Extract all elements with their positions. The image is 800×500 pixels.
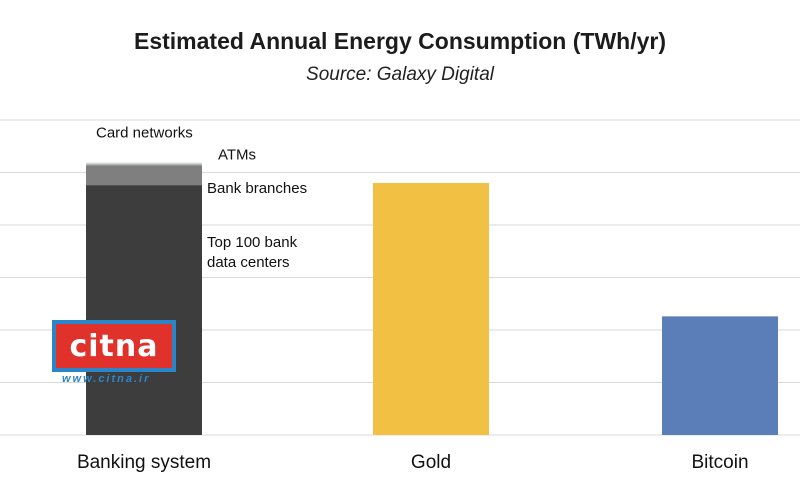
x-tick-label: Bitcoin	[691, 452, 748, 473]
bar-bitcoin	[662, 316, 778, 435]
x-tick-label: Banking system	[77, 452, 211, 473]
bar-atms	[86, 163, 202, 166]
x-tick-label: Gold	[411, 452, 451, 473]
citna-url: www.citna.ir	[62, 373, 151, 385]
annotation-label: Top 100 bank data centers	[207, 234, 298, 271]
bar-top-100-bank-data-centers	[86, 185, 202, 435]
annotation-label: ATMs	[218, 147, 256, 164]
annotation-label: Bank branches	[207, 180, 307, 197]
chart-title: Estimated Annual Energy Consumption (TWh…	[134, 28, 666, 54]
bar-bank-branches	[86, 165, 202, 186]
chart-subtitle: Source: Galaxy Digital	[306, 64, 494, 85]
citna-logo: citna	[52, 320, 176, 372]
bar-card-networks	[86, 162, 202, 164]
bar-gold	[373, 183, 489, 435]
annotation-label: Card networks	[96, 125, 193, 142]
